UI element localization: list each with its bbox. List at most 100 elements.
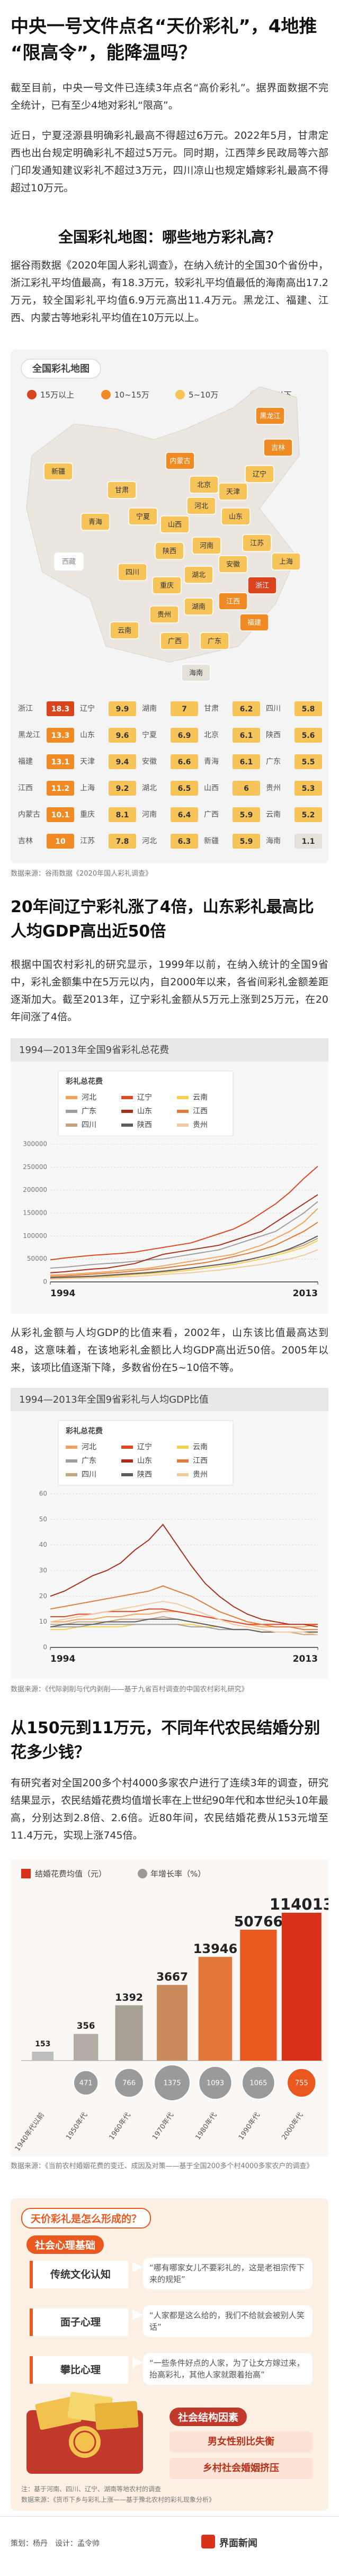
legend-label: 贵州: [193, 1121, 208, 1129]
x-tick-label: 1994: [50, 1654, 75, 1664]
province-label: 上海: [279, 558, 293, 566]
table-value: 9.9: [116, 705, 129, 714]
decoration: [26, 2262, 143, 2474]
y-tick-label: 20: [39, 1592, 47, 1600]
province: [189, 476, 219, 494]
table-value-box: [295, 754, 322, 769]
growth-label: 471: [79, 2080, 93, 2088]
province: [43, 462, 73, 480]
value-label: 50766: [234, 1913, 283, 1930]
legend-label: 广东: [82, 1107, 96, 1116]
province: [107, 481, 137, 499]
table-name: 重庆: [80, 810, 95, 819]
bar: [115, 2005, 143, 2061]
province: [155, 542, 184, 560]
legend-title: 彩礼总花费: [65, 1427, 103, 1436]
table-value: 5.3: [302, 785, 315, 793]
province-label: 内蒙古: [170, 457, 190, 466]
table-value: 5.2: [302, 811, 315, 819]
table-name: 北京: [204, 731, 219, 739]
logo: [201, 2535, 215, 2548]
bar: [240, 1929, 277, 2061]
table-value-box: [233, 807, 260, 822]
growth-label: 1093: [207, 2080, 224, 2088]
series-line: [50, 1249, 318, 1280]
table-name: 山东: [80, 731, 95, 739]
table-value: 5.9: [240, 811, 253, 819]
table-name: 辽宁: [80, 704, 95, 713]
credits: 策划：杨丹 设计：孟令帅: [11, 2539, 100, 2548]
legend-swatch: [177, 1110, 189, 1113]
value-label: 13946: [193, 1941, 238, 1956]
table-value: 11.2: [51, 785, 70, 793]
legend-swatch: [177, 1459, 189, 1463]
province: [81, 513, 110, 531]
legend-box: [58, 1420, 234, 1486]
province: [152, 576, 182, 594]
source: 数据来源：谷雨数据《2020年国人彩礼调查》: [11, 870, 153, 878]
province-label: 山西: [168, 521, 182, 529]
card-title: 全国彩礼地图: [32, 363, 90, 375]
group-label: 社会心理基础: [26, 2235, 104, 2254]
cause-item: 乡村社会婚姻挤压: [170, 2458, 313, 2479]
table-name: 吉林: [18, 837, 33, 845]
source: 数据来源：《当前农村婚姻花费的变迁、成因及对策——基于全国200多个村4000多…: [11, 2162, 314, 2170]
table-value-box: [171, 701, 198, 716]
province: [165, 452, 195, 470]
source: 数据来源：《货币下乡与彩礼上涨——基于豫北农村的彩礼现象分析》: [21, 2496, 216, 2503]
y-tick-label: 250000: [23, 1163, 47, 1171]
chart-header: [11, 1388, 328, 1411]
province: [118, 563, 147, 581]
legend-label: 广东: [82, 1457, 96, 1465]
table-value-box: [47, 807, 74, 822]
growth-circle: [198, 2065, 233, 2100]
growth-circle: [287, 2067, 317, 2098]
paragraph: 根据中国农村彩礼的研究显示，1999年以前，在纳入统计的全国9省中，彩礼金额集中…: [11, 959, 328, 1023]
y-tick-label: 10: [39, 1618, 47, 1625]
legend-swatch: [121, 1110, 133, 1113]
table-name: 福建: [18, 757, 33, 766]
table-value: 6.4: [178, 811, 191, 819]
y-tick-label: 0: [43, 1644, 47, 1651]
legend-swatch: [66, 1110, 77, 1113]
legend-label: 江西: [193, 1107, 208, 1116]
province: [247, 576, 277, 594]
table-value: 9.2: [116, 785, 129, 793]
line-chart: 1994—2013年全国9省彩礼与人均GDP比值 0 10 20 30 40 50 60 199…: [11, 1388, 328, 1679]
legend-swatch: [66, 1473, 77, 1476]
province-label: 广东: [208, 638, 221, 646]
value-label: 3667: [156, 1971, 188, 1984]
province-label: 四川: [126, 569, 139, 577]
province: [160, 515, 190, 533]
y-tick-label: 200000: [23, 1186, 47, 1193]
legend-label: 陕西: [137, 1470, 152, 1479]
province-label: 黑龙江: [260, 413, 280, 421]
table-name: 新疆: [204, 837, 219, 845]
table-value: 5.6: [302, 732, 315, 740]
table-value-box: [295, 701, 322, 716]
province: [271, 552, 301, 571]
series-line: [50, 1208, 318, 1276]
coin: [73, 2430, 96, 2454]
table-value-box: [295, 728, 322, 743]
table-value: 9.4: [116, 758, 129, 766]
table-value: 9.6: [116, 732, 129, 740]
legend-swatch: [177, 1446, 189, 1449]
table-name: 广西: [204, 810, 219, 819]
table-name: 宁夏: [142, 730, 157, 739]
legend-label: 河北: [82, 1443, 96, 1451]
table-value-box: [47, 728, 74, 743]
table-name: 陕西: [266, 731, 281, 739]
series-line: [50, 1235, 318, 1279]
table-value: 10: [55, 837, 66, 846]
legend-label: 辽宁: [137, 1093, 152, 1102]
province-label: 湖南: [192, 603, 206, 611]
chart-header: [11, 1038, 328, 1062]
bar-chart: 结婚花费均值（元） 年增长率（%）1531940年代以前3564711950年代1…: [11, 1859, 328, 2156]
table-name: 湖北: [142, 784, 157, 792]
bar: [157, 1985, 188, 2061]
table-name: 河北: [142, 837, 157, 845]
table-value: 6.1: [240, 758, 253, 766]
paragraph: 从彩礼金额与人均GDP的比值来看，2002年，山东该比值最高达到48，这意味着，…: [11, 1327, 328, 1374]
province-label: 云南: [118, 627, 131, 635]
